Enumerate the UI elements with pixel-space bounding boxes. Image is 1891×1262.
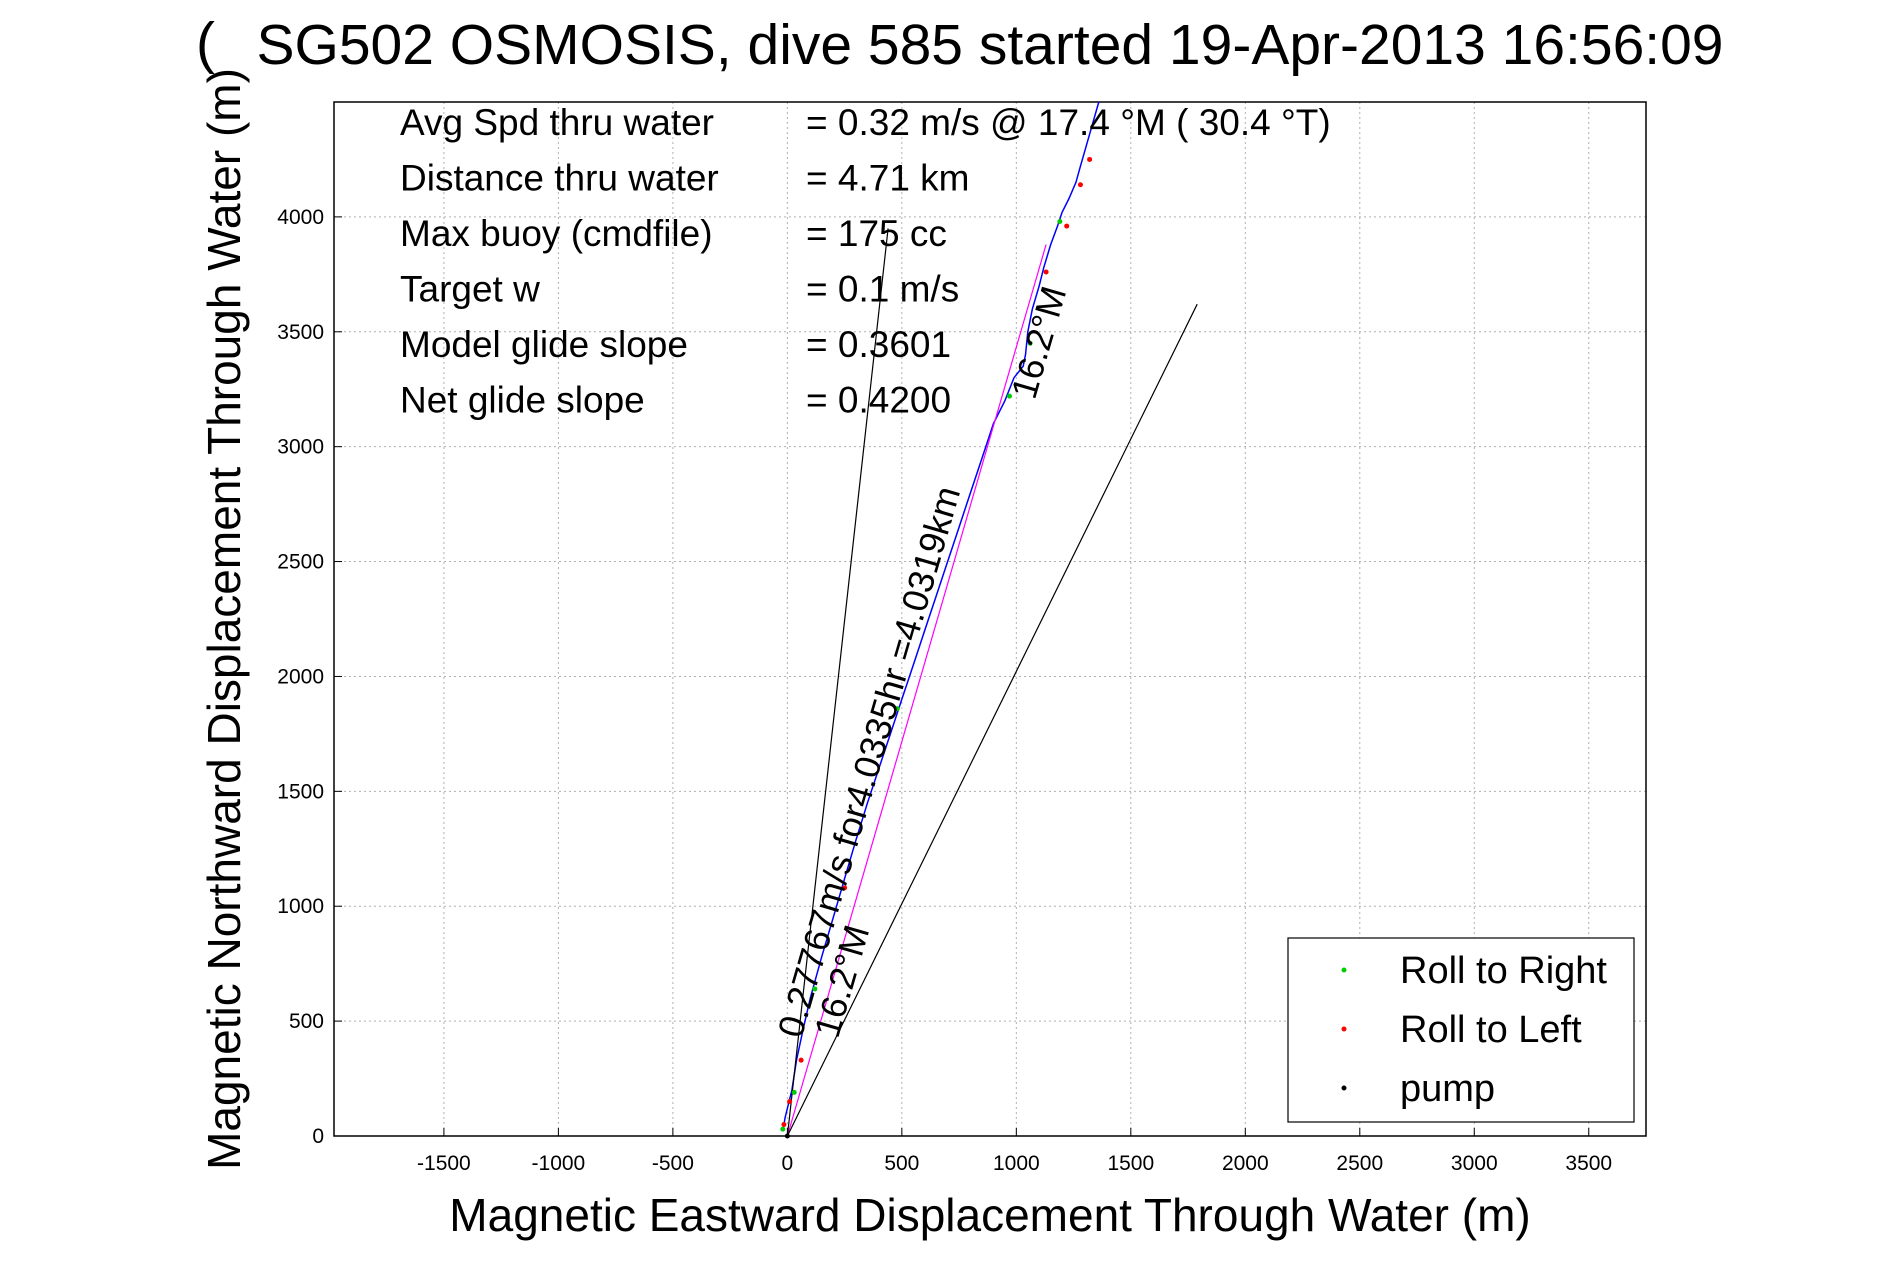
legend-marker [1341, 1026, 1347, 1032]
roll-left-point [787, 1099, 793, 1105]
stat-label: Distance thru water [400, 158, 719, 199]
x-tick-label: 2000 [1222, 1152, 1269, 1175]
series-points [780, 156, 1093, 1139]
legend-entry: Roll to Left [1400, 1009, 1582, 1051]
x-axis-label: Magnetic Eastward Displacement Through W… [449, 1189, 1530, 1241]
roll-right-point [1006, 393, 1012, 399]
stat-value: = 0.1 m/s [806, 269, 959, 310]
legend-marker [1341, 1085, 1347, 1091]
roll-left-point [1064, 223, 1070, 229]
stat-value: = 0.3601 [806, 324, 951, 365]
y-tick-label: 2500 [277, 551, 324, 574]
plot-frame [333, 101, 1647, 1137]
x-tick-label: 3000 [1451, 1152, 1498, 1175]
legend-entries: Roll to Right Roll to Left pump [1341, 950, 1607, 1110]
roll-right-point [894, 706, 900, 712]
stat-value: = 0.32 m/s @ 17.4 °M ( 30.4 °T) [806, 102, 1331, 143]
y-tick-label: 0 [312, 1125, 324, 1148]
stat-label: Max buoy (cmdfile) [400, 213, 713, 254]
axis-ticks: -1500 -1000 -500 0 500 1000 1500 2000 2500 3000 35… [277, 206, 1612, 1175]
roll-left-point [842, 885, 848, 891]
roll-right-point [812, 986, 818, 992]
reference-line [786, 228, 889, 1137]
track-line [782, 101, 1100, 1132]
roll-left-point [1043, 269, 1049, 275]
pump-point [784, 1133, 790, 1139]
legend-marker [1341, 967, 1347, 973]
annotation-label: 16.2°M [1003, 282, 1074, 403]
stat-label: Net glide slope [400, 380, 645, 421]
y-tick-label: 3500 [277, 321, 324, 344]
x-tick-label: -500 [652, 1152, 694, 1175]
roll-left-point [1077, 182, 1083, 188]
y-tick-label: 1500 [277, 780, 324, 803]
x-tick-label: 500 [884, 1152, 919, 1175]
roll-left-point [1087, 156, 1093, 162]
roll-right-point [1057, 218, 1063, 224]
reference-line [786, 303, 1198, 1137]
title-overlay: ( [196, 11, 215, 75]
y-tick-label: 2000 [277, 665, 324, 688]
x-tick-label: -1500 [417, 1152, 471, 1175]
roll-left-point [798, 1057, 804, 1063]
x-tick-label: 1000 [993, 1152, 1040, 1175]
series-lines [782, 101, 1198, 1137]
model-line-line [786, 244, 1047, 1137]
roll-right-point [791, 1089, 797, 1095]
x-tick-label: -1000 [532, 1152, 586, 1175]
legend-entry: pump [1400, 1068, 1495, 1110]
legend: Roll to Right Roll to Left pump [1287, 937, 1635, 1123]
stat-value: = 4.71 km [806, 158, 970, 199]
stats-block: Avg Spd thru water = 0.32 m/s @ 17.4 °M (… [400, 102, 1331, 421]
x-tick-label: 2500 [1336, 1152, 1383, 1175]
y-tick-label: 500 [289, 1010, 324, 1033]
roll-left-point [781, 1122, 787, 1128]
stat-label: Model glide slope [400, 324, 688, 365]
y-tick-label: 1000 [277, 895, 324, 918]
stat-value: = 0.4200 [806, 380, 951, 421]
x-tick-label: 0 [782, 1152, 794, 1175]
y-axis-label: Magnetic Northward Displacement Through … [198, 68, 250, 1170]
stat-value: = 175 cc [806, 213, 947, 254]
roll-right-point [780, 1126, 786, 1132]
x-tick-label: 3500 [1565, 1152, 1612, 1175]
chart-title: SG502 OSMOSIS, dive 585 started 19-Apr-2… [256, 13, 1723, 77]
grid [334, 102, 1646, 1137]
roll-right-point [1027, 340, 1033, 346]
stat-label: Target w [400, 269, 540, 310]
y-tick-label: 3000 [277, 436, 324, 459]
legend-entry: Roll to Right [1400, 950, 1607, 992]
x-tick-label: 1500 [1107, 1152, 1154, 1175]
y-tick-label: 4000 [277, 206, 324, 229]
stat-label: Avg Spd thru water [400, 102, 714, 143]
